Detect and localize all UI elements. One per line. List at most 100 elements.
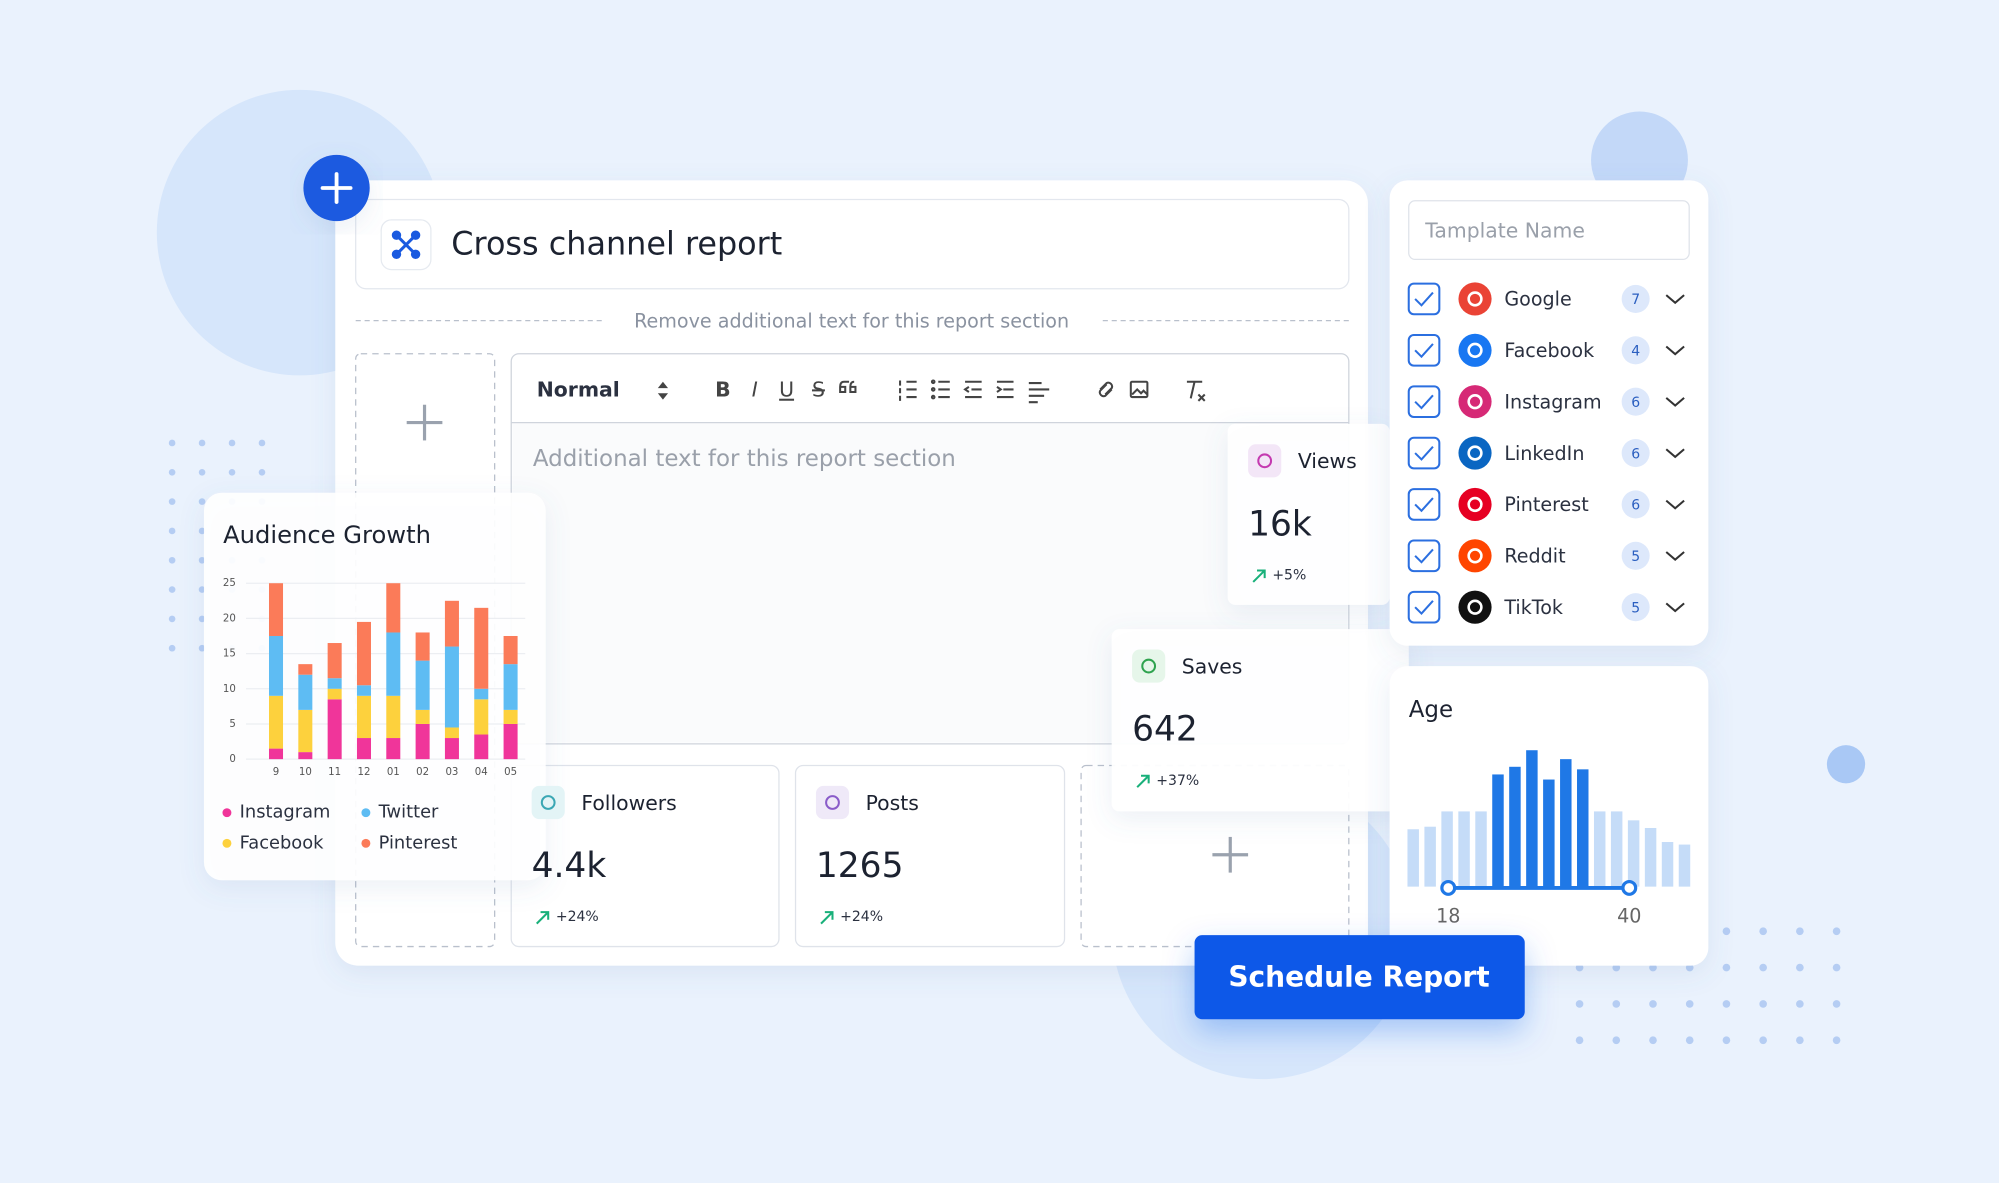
channel-icon-glyph bbox=[1467, 548, 1483, 564]
dot bbox=[1612, 1000, 1621, 1008]
dot bbox=[1796, 1036, 1804, 1045]
bar-segment bbox=[415, 709, 430, 724]
metric-change: +24% bbox=[556, 909, 599, 925]
dot bbox=[1796, 927, 1804, 936]
chevron[interactable] bbox=[1665, 397, 1685, 407]
dot bbox=[198, 468, 206, 476]
bar-segment bbox=[444, 727, 459, 739]
format-button[interactable]: U bbox=[779, 378, 794, 402]
legend-label: Instagram bbox=[240, 802, 331, 823]
bar-segment bbox=[474, 607, 489, 689]
select-arrows bbox=[657, 381, 669, 400]
channel-icon-glyph bbox=[1467, 291, 1483, 307]
bar-segment bbox=[474, 688, 489, 700]
checkbox[interactable] bbox=[1407, 385, 1441, 418]
bar-segment bbox=[327, 643, 342, 679]
template-input[interactable] bbox=[1408, 200, 1690, 261]
bar-segment bbox=[444, 646, 459, 728]
chevron[interactable] bbox=[1665, 602, 1685, 613]
dot bbox=[168, 556, 176, 564]
chevron[interactable] bbox=[1665, 294, 1685, 305]
dot bbox=[1685, 1036, 1694, 1045]
checkmark bbox=[1414, 600, 1434, 616]
age-bar bbox=[1458, 811, 1470, 887]
dot bbox=[198, 644, 206, 652]
format-button[interactable]: S bbox=[812, 378, 825, 402]
bar-segment bbox=[503, 709, 518, 724]
bar-segment bbox=[386, 632, 401, 696]
channel-count: 6 bbox=[1631, 395, 1640, 411]
count-badge bbox=[1621, 387, 1650, 416]
audience-card bbox=[203, 492, 546, 881]
metric-label: Posts bbox=[866, 791, 919, 815]
checkbox[interactable] bbox=[1407, 282, 1441, 316]
trend-arrow bbox=[820, 911, 834, 925]
channel-name: Instagram bbox=[1504, 390, 1601, 413]
metric-label: Views bbox=[1298, 449, 1357, 473]
checkbox[interactable] bbox=[1407, 333, 1441, 367]
dot bbox=[198, 527, 206, 535]
channel-count: 4 bbox=[1631, 344, 1640, 360]
chevron[interactable] bbox=[1665, 499, 1685, 510]
checkbox[interactable] bbox=[1407, 539, 1441, 573]
channel-icon bbox=[1458, 282, 1492, 316]
slider-handle[interactable] bbox=[1621, 879, 1638, 896]
age-bar bbox=[1475, 811, 1487, 887]
slider-label: 40 bbox=[1617, 905, 1641, 928]
dot bbox=[1796, 1000, 1804, 1008]
checkbox[interactable] bbox=[1407, 436, 1441, 470]
dot bbox=[1612, 1036, 1621, 1045]
age-bar bbox=[1560, 759, 1572, 887]
bar-segment bbox=[356, 695, 371, 739]
metric-value: 642 bbox=[1132, 710, 1198, 750]
metric-label: Saves bbox=[1182, 654, 1243, 678]
style-select[interactable]: Normal bbox=[537, 378, 620, 402]
format-button[interactable]: B bbox=[715, 378, 731, 402]
channel-icon bbox=[1458, 539, 1492, 573]
dot bbox=[258, 468, 266, 476]
age-bar bbox=[1577, 769, 1589, 887]
metric-icon bbox=[531, 785, 565, 820]
age-bar bbox=[1492, 774, 1504, 887]
count-badge bbox=[1621, 490, 1650, 519]
x-tick-label: 10 bbox=[299, 767, 312, 778]
x-tick-label: 04 bbox=[475, 767, 488, 778]
dot bbox=[1649, 1000, 1657, 1008]
checkbox[interactable] bbox=[1407, 488, 1441, 521]
dot bbox=[1832, 963, 1841, 972]
bar-segment bbox=[356, 621, 371, 686]
schedule-button[interactable] bbox=[1194, 935, 1525, 1020]
bar-segment bbox=[327, 699, 342, 760]
age-bar bbox=[1526, 750, 1538, 887]
chart-title: Audience Growth bbox=[223, 521, 431, 549]
bar-segment bbox=[327, 678, 342, 689]
channel-icon-glyph bbox=[1467, 445, 1483, 461]
checkmark bbox=[1414, 445, 1434, 461]
dot bbox=[1759, 927, 1767, 936]
channel-icon-glyph bbox=[1467, 599, 1483, 615]
checkmark bbox=[1414, 291, 1434, 307]
channel-count: 5 bbox=[1631, 549, 1640, 565]
channel-count: 7 bbox=[1631, 292, 1640, 308]
checkbox[interactable] bbox=[1407, 590, 1441, 624]
dot bbox=[1649, 1036, 1657, 1045]
schedule-button-label: Schedule Report bbox=[1228, 960, 1489, 993]
dot bbox=[1722, 927, 1731, 936]
channel-count: 5 bbox=[1631, 600, 1640, 616]
dot bbox=[1832, 927, 1841, 936]
chevron[interactable] bbox=[1665, 448, 1685, 459]
channel-icon-glyph bbox=[1467, 394, 1483, 410]
channel-count: 6 bbox=[1631, 446, 1640, 462]
y-tick-label: 10 bbox=[223, 684, 236, 695]
format-button[interactable]: I bbox=[752, 378, 758, 402]
bar-segment bbox=[474, 699, 489, 735]
checkmark bbox=[1414, 343, 1434, 359]
checkmark bbox=[1414, 394, 1434, 410]
slider-handle[interactable] bbox=[1440, 879, 1457, 896]
bar-segment bbox=[298, 664, 313, 675]
chevron[interactable] bbox=[1665, 551, 1685, 561]
metric-icon-glyph bbox=[1257, 453, 1273, 469]
dot bbox=[228, 468, 236, 476]
chevron[interactable] bbox=[1665, 345, 1685, 356]
